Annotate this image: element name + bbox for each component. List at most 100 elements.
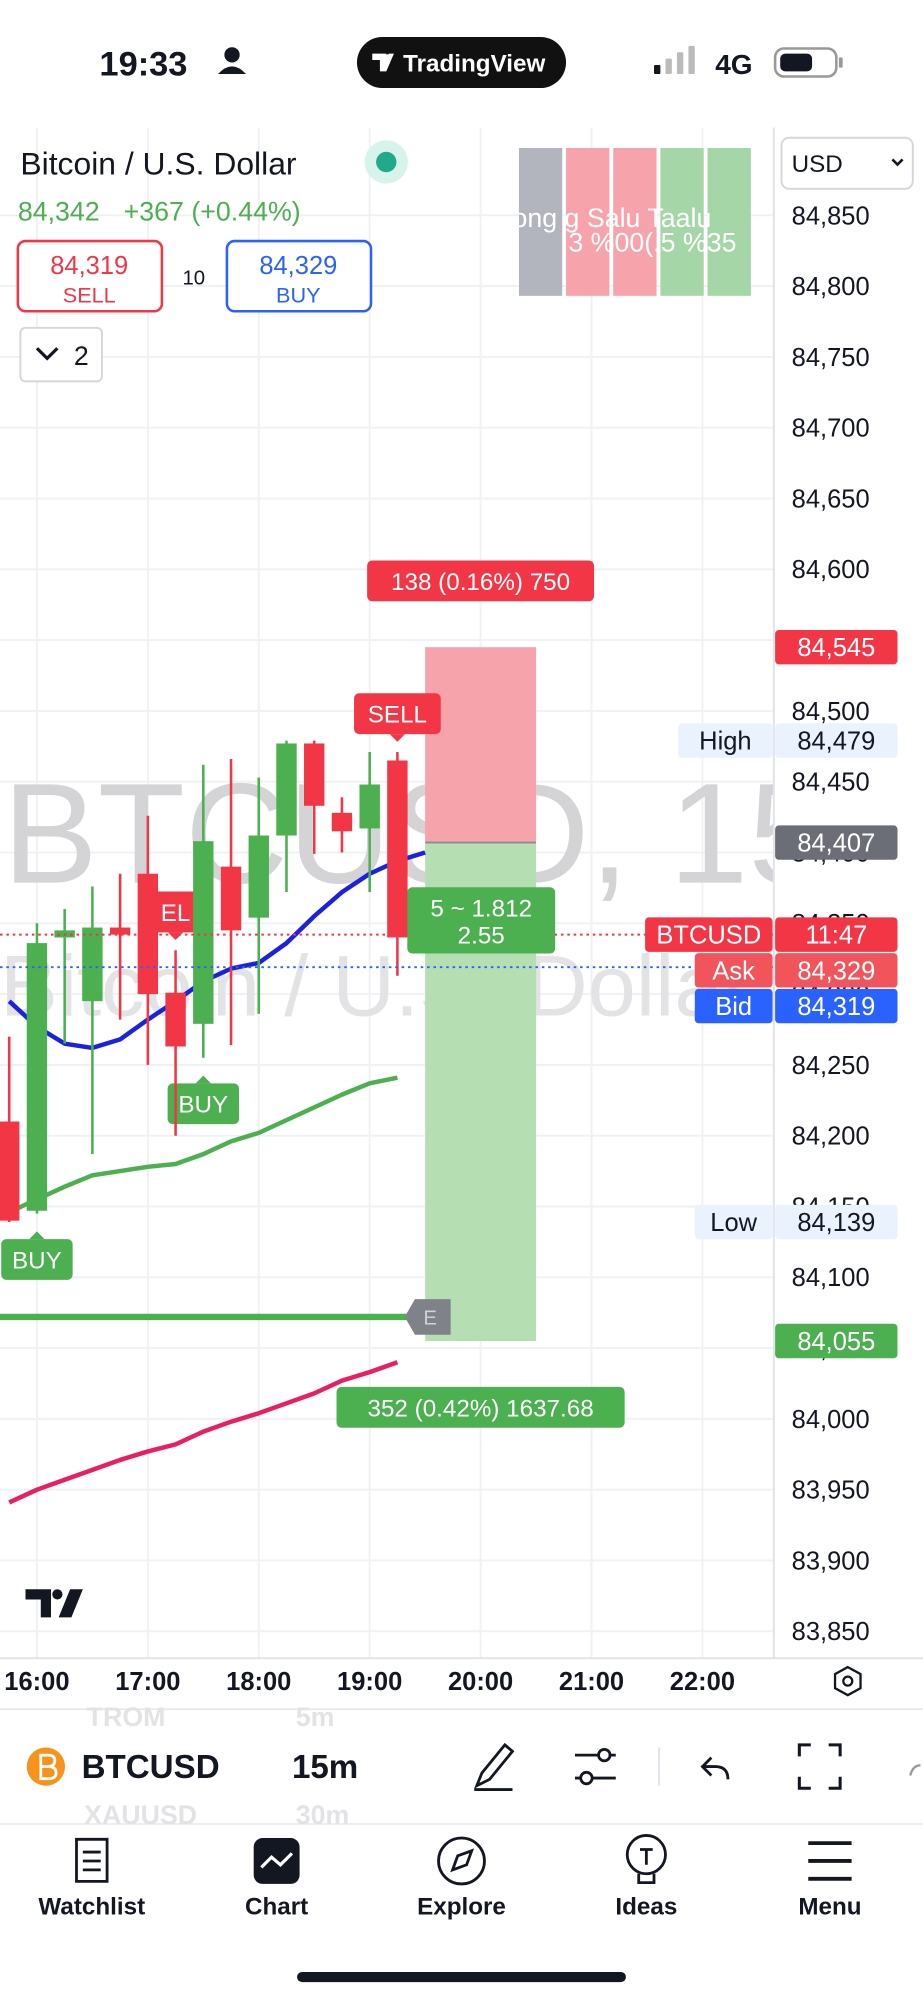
stop-label-box [367,560,595,602]
price-tag [775,988,898,1024]
widget-column [707,147,751,296]
x-tick-label: 16:00 [4,1668,69,1696]
signal-marker [167,1083,239,1125]
person-icon [224,47,240,63]
candle-body [0,1121,20,1221]
y-tick-label: 84,200 [792,1123,870,1151]
buy-button[interactable]: 84,329 BUY [225,239,373,313]
target-label-box [336,1386,625,1428]
candle-body [248,835,269,918]
signal-marker [147,891,204,933]
app-pill [356,36,567,89]
indicator-line [7,850,426,1051]
price-tag [775,825,898,860]
tv-chart-logo [25,1589,83,1618]
signal-bar [654,65,661,74]
chevron [891,158,904,167]
target-label: 352 (0.42%) 1637.68 [368,1395,594,1422]
explore-icon[interactable] [437,1836,486,1886]
y-tick-label: 83,950 [792,1477,870,1505]
price-tag-name: Low [710,1209,757,1237]
price-tag-name: Ask [712,957,755,985]
sell-box[interactable] [16,239,164,313]
settings-icon[interactable] [842,1675,854,1687]
network: 4G [715,49,752,80]
price-tag-label: 84,319 [797,993,875,1021]
price-tag [775,953,898,988]
widget-row: ong g Salu Taalu [512,203,711,233]
indicators-icon[interactable] [579,1770,594,1786]
y-tick-label: 83,850 [792,1618,870,1646]
price-tag-name-box [694,953,773,988]
signal-marker-label: BUY [12,1247,62,1274]
symbol-header: Bitcoin / U.S. Dollar 84,342 +367 (+0.44… [16,140,408,383]
y-tick-label: 84,000 [792,1406,870,1434]
toggle-box[interactable] [19,326,103,383]
y-tick-label: 83,900 [792,1547,870,1575]
tab-label[interactable]: Explore [417,1894,506,1921]
chevron [35,347,59,361]
draw-icon[interactable] [474,1742,515,1791]
toolbar-interval[interactable]: 15m [292,1749,358,1786]
ideas-icon[interactable] [637,1848,656,1885]
candle-body [220,866,242,931]
price-tag-name-box [678,723,773,758]
y-tick-label: 84,100 [792,1264,870,1292]
candle-body [165,992,186,1047]
signal-marker-tip [195,1075,211,1084]
explore-icon[interactable] [450,1848,475,1873]
currency-select[interactable]: USD [780,136,914,190]
undo-icon[interactable] [700,1756,730,1780]
tab-label[interactable]: Watchlist [38,1894,145,1921]
currency: USD [792,151,843,178]
tab-label[interactable]: Ideas [615,1894,677,1921]
currency-box[interactable] [780,136,914,190]
clock: 19:33 [99,45,187,83]
widget: ong g Salu Taalu .3 %00(.5 %35 [512,147,751,296]
tab-label[interactable]: Chart [245,1894,308,1921]
ideas-icon[interactable] [625,1834,667,1876]
price-tag-label: 84,545 [797,634,875,662]
stop-label: 138 (0.16%) 750 [391,569,570,596]
home-indicator [297,1971,626,1983]
indicators-toggle[interactable]: 2 [19,326,103,383]
price-tag [775,1323,898,1359]
candle-body [26,943,48,1211]
signal-marker-tip [29,1231,45,1240]
fullscreen-icon[interactable] [797,1743,842,1790]
buy-box[interactable] [225,239,373,313]
ratio-value: 2.55 [458,922,505,949]
widget-column [613,147,657,296]
widget-column [660,147,704,296]
y-tick-label: 84,450 [792,769,870,797]
signal-bar [676,52,684,74]
menu-icon[interactable] [808,1841,852,1881]
chart-icon[interactable] [260,1852,294,1869]
y-tick-label: 84,850 [792,202,870,230]
signal-marker-label: BUY [178,1092,228,1119]
price-change: +367 (+0.44%) [124,197,301,227]
prev-interval: 5m [296,1702,335,1732]
toolbar-symbol[interactable]: BTCUSD [82,1749,220,1786]
x-tick-label: 19:00 [337,1668,402,1696]
plot-layer: E BUY EL BUY SELL 138 (0.16%) 750 352 (0.42%) … [0,560,774,1505]
more-icon[interactable] [909,1764,921,1776]
sell-button[interactable]: 84,319 SELL [16,239,164,313]
price-tag [775,917,898,952]
x-tick-label: 22:00 [670,1668,735,1696]
bitcoin-icon [39,1753,58,1781]
price-tag-label: 84,139 [797,1209,875,1237]
ratio-label: 5 ~ 1.812 [430,896,532,923]
watchlist-icon[interactable] [75,1837,109,1883]
tab-label[interactable]: Menu [798,1894,861,1921]
price-tag-label: 11:47 [805,922,867,950]
tv-chart-logo [52,1589,63,1600]
candle-body [82,927,103,1002]
indicators-icon[interactable] [597,1747,612,1763]
indicators-count: 2 [74,341,89,371]
status-bar: 19:33 TradingView 4G [99,36,843,89]
widget-column [518,147,563,296]
ratio-box [407,887,556,954]
settings-icon[interactable] [833,1665,862,1697]
